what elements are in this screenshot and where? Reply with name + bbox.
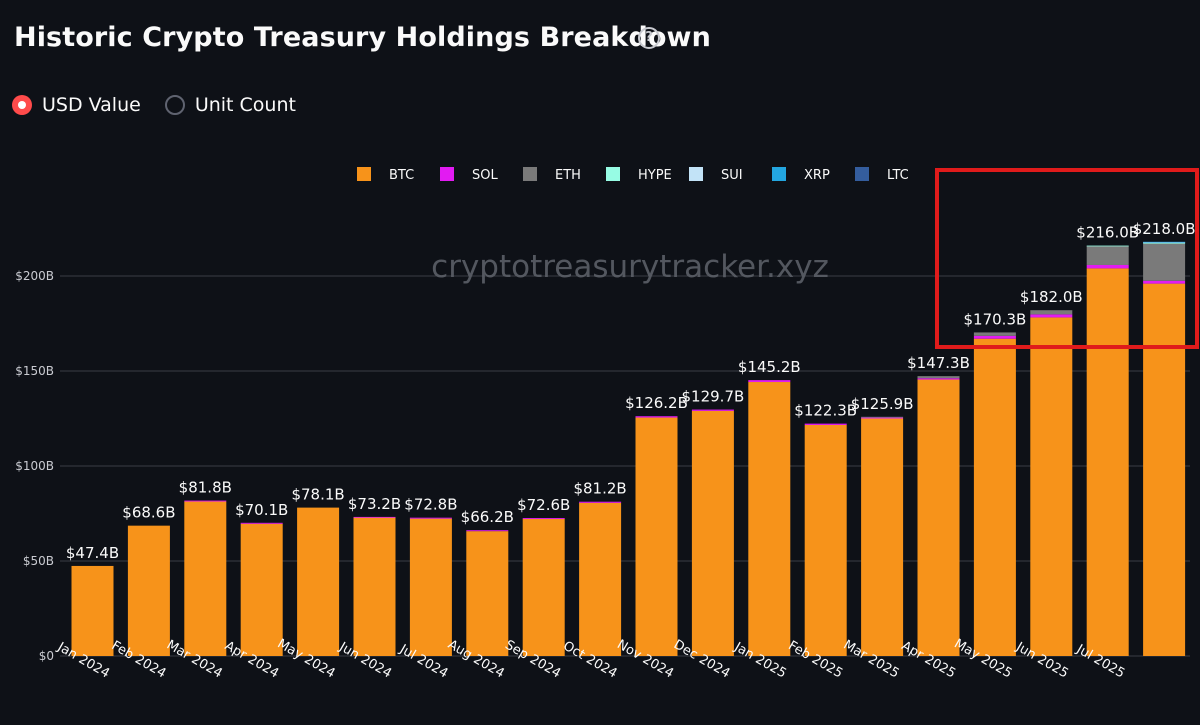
bar-segment-sol (579, 501, 622, 503)
radio-unit-count-label: Unit Count (194, 94, 296, 116)
bar-total-label: $72.8B (404, 496, 457, 514)
bar-total-label: $147.3B (907, 354, 970, 372)
bar-total-label: $66.2B (461, 508, 514, 526)
bar-segment-eth (1030, 310, 1073, 315)
bar-segment-btc (409, 518, 452, 656)
y-tick-label: $100B (15, 459, 54, 473)
legend-label-sol: SOL (472, 168, 498, 183)
legend-label-xrp: XRP (804, 168, 830, 183)
legend-swatch-eth (523, 167, 537, 181)
bar-segment-eth (861, 416, 904, 418)
bar-segment-sol (917, 378, 960, 380)
legend-label-btc: BTC (389, 168, 414, 183)
bar-segment-sol (466, 530, 509, 532)
y-tick-label: $150B (15, 364, 54, 378)
bar-segment-btc (71, 565, 114, 656)
bar-segment-sol (1143, 280, 1186, 284)
bar-segment-sol (635, 416, 678, 418)
bar-segment-btc (579, 502, 622, 656)
bar-segment-sol (804, 423, 847, 425)
bar-segment-btc (240, 523, 283, 656)
bar-segment-sol (409, 517, 452, 519)
bar-segment-btc (861, 418, 904, 656)
bar-segment-eth (973, 332, 1016, 336)
legend-label-eth: ETH (555, 168, 581, 183)
y-tick-label: $0 (39, 649, 54, 663)
bar-segment-xrp (1143, 241, 1186, 243)
bar-total-label: $145.2B (738, 358, 801, 376)
legend-swatch-sui (689, 167, 703, 181)
bar-segment-hype (1143, 242, 1186, 244)
legend-swatch-xrp (772, 167, 786, 181)
page-title: Historic Crypto Treasury Holdings Breakd… (14, 22, 711, 53)
bar-total-label: $126.2B (625, 394, 688, 412)
bar-segment-btc (466, 531, 509, 656)
legend-label-sui: SUI (721, 168, 743, 183)
bar-total-label: $122.3B (794, 402, 857, 420)
bar-total-label: $170.3B (964, 310, 1027, 328)
bar-total-label: $73.2B (348, 495, 401, 513)
bar-segment-btc (184, 501, 227, 656)
bar-segment-btc (1030, 317, 1073, 656)
bar-total-label: $68.6B (122, 504, 175, 522)
bar-segment-btc (353, 517, 396, 656)
bar-segment-btc (522, 519, 565, 656)
bar-segment-eth (1143, 243, 1186, 281)
bar-segment-hype (1086, 245, 1129, 247)
bar-total-label: $47.4B (66, 544, 119, 562)
bar-segment-btc (804, 424, 847, 656)
legend-label-hype: HYPE (638, 168, 672, 183)
bar-segment-sol (522, 518, 565, 520)
bar-segment-btc (127, 525, 170, 656)
bar-segment-btc (973, 338, 1016, 656)
bar-segment-sol (1086, 264, 1129, 269)
help-icon[interactable]: ? (638, 27, 660, 49)
bar-total-label: $72.6B (517, 496, 570, 514)
bar-segment-btc (297, 507, 340, 656)
legend-swatch-btc (357, 167, 371, 181)
bar-total-label: $70.1B (235, 501, 288, 519)
bar-segment-btc (1143, 283, 1186, 656)
bar-segment-btc (1086, 268, 1129, 656)
bar-segment-sol (184, 500, 227, 502)
bar-segment-sol (748, 380, 791, 383)
y-tick-label: $50B (23, 554, 54, 568)
bar-total-label: $78.1B (291, 486, 344, 504)
radio-usd-value-label: USD Value (42, 94, 141, 116)
bar-segment-sol (973, 335, 1016, 339)
bar-segment-btc (691, 410, 734, 656)
bar-segment-btc (917, 379, 960, 656)
bar-segment-eth (917, 376, 960, 379)
watermark-text: cryptotreasurytracker.xyz (431, 249, 829, 285)
bar-segment-sol (1030, 314, 1073, 318)
legend-swatch-ltc (855, 167, 869, 181)
bar-segment-btc (748, 382, 791, 656)
bar-segment-sol (240, 522, 283, 524)
bar-total-label: $182.0B (1020, 288, 1083, 306)
view-toggle: USD Value Unit Count (12, 94, 296, 116)
radio-unchecked-icon (164, 95, 185, 115)
radio-checked-icon (12, 95, 32, 115)
bar-total-label: $81.8B (179, 479, 232, 497)
highlight-box (935, 168, 1199, 349)
bar-total-label: $81.2B (573, 480, 626, 498)
legend-swatch-sol (440, 167, 454, 181)
bar-total-label: $218.0B (1133, 220, 1196, 238)
bar-total-label: $216.0B (1076, 224, 1139, 242)
bar-segment-btc (635, 417, 678, 656)
bar-segment-sol (691, 409, 734, 411)
radio-usd-value[interactable]: USD Value (12, 94, 141, 116)
legend-swatch-hype (606, 167, 620, 181)
y-tick-label: $200B (15, 269, 54, 283)
bar-total-label: $129.7B (682, 388, 745, 406)
legend-label-ltc: LTC (887, 168, 909, 183)
radio-unit-count[interactable]: Unit Count (164, 94, 296, 116)
bar-total-label: $125.9B (851, 395, 914, 413)
bar-segment-sol (861, 417, 904, 419)
bar-segment-sol (353, 516, 396, 518)
bar-segment-eth (1086, 245, 1129, 265)
